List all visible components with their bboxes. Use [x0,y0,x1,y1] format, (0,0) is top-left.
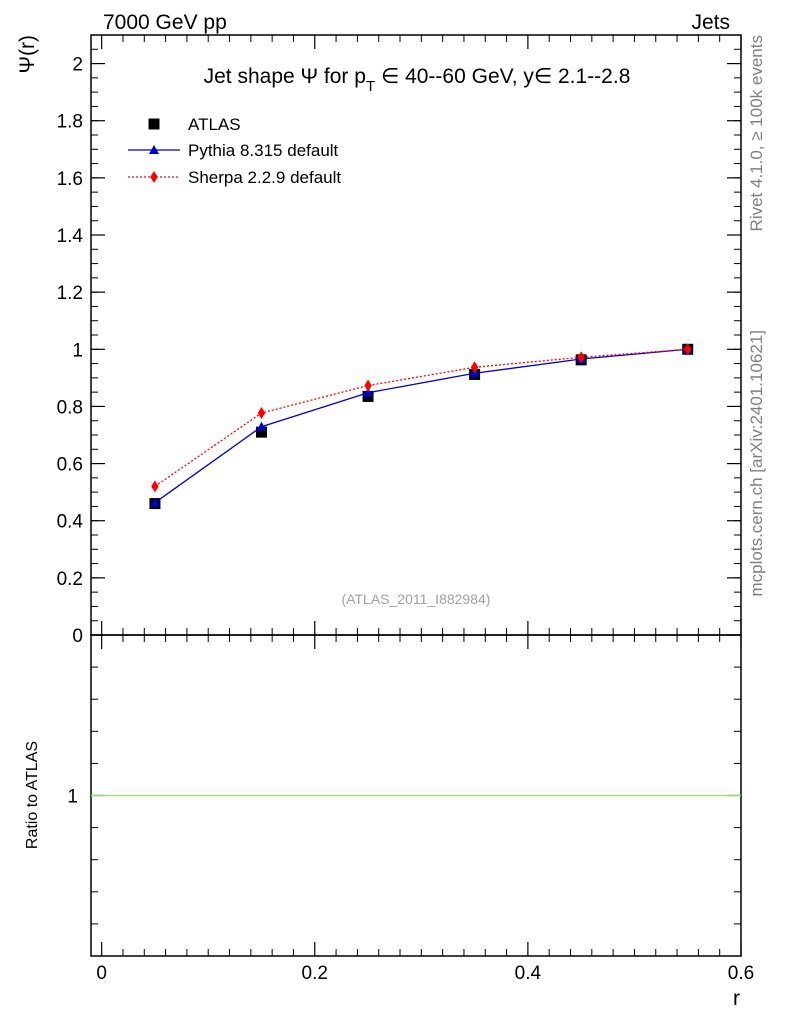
data-point-sherpa [364,379,372,392]
y-tick-label: 1 [72,340,83,361]
rivet-version-label: Rivet 4.1.0, ≥ 100k events [747,35,766,231]
x-axis-label: r [733,987,740,1010]
legend-marker-atlas [148,118,160,130]
data-point-pythia [256,421,267,431]
legend-label-atlas: ATLAS [188,115,241,134]
legend: ATLAS Pythia 8.315 default Sherpa 2.2.9 de… [128,115,341,187]
y-tick-label: 0 [72,626,83,647]
y-tick-label: 1.4 [57,226,84,247]
x-tick-label: 0.4 [515,963,542,984]
legend-label-sherpa: Sherpa 2.2.9 default [188,168,341,187]
data-point-atlas [255,426,267,438]
x-tick-label: 0.6 [728,963,754,984]
chart-title: Jet shape Ψ for pT ∈ 40--60 GeV, y∈ 2.1-… [204,65,631,95]
legend-label-pythia: Pythia 8.315 default [188,141,339,160]
series-sherpa [151,343,692,493]
y-tick-label: 1.8 [57,112,83,133]
series-line-pythia [154,348,688,504]
ratio-tick-label: 1 [67,787,78,808]
y-tick-label: 0.2 [57,569,83,590]
header-topic-label: Jets [691,11,730,34]
y-axis-label: Ψ(r) [16,35,39,74]
y-axis-ticks: 0 0.2 0.4 0.6 0.8 1 1.2 1.4 1.6 1.8 2 [57,48,741,647]
data-point-pythia [363,387,374,397]
y-tick-label: 0.8 [57,397,83,418]
mcplots-reference-label: mcplots.cern.ch [arXiv:2401.10621] [747,330,766,596]
data-series [149,343,694,510]
chart-title-suffix: ∈ 40--60 GeV, y∈ 2.1--2.8 [375,65,630,88]
legend-marker-sherpa [150,171,158,183]
series-pythia [149,344,693,507]
analysis-watermark: (ATLAS_2011_I882984) [342,591,491,607]
x-tick-label: 0.2 [302,963,328,984]
data-point-sherpa [470,361,479,374]
data-point-sherpa [151,480,159,493]
data-point-pythia [149,497,160,507]
y-tick-label: 2 [72,55,83,76]
legend-marker-pythia [149,145,159,154]
header-energy-label: 7000 GeV pp [103,11,227,34]
data-point-sherpa [257,407,266,419]
x-tick-label: 0 [96,963,107,984]
chart-title-prefix: Jet shape Ψ for p [204,65,366,88]
y-tick-label: 0.6 [57,455,83,476]
y-tick-label: 1.2 [57,283,83,304]
data-point-sherpa [683,343,692,356]
x-axis-ticks: 0 0.2 0.4 0.6 [96,35,754,984]
data-point-sherpa [577,351,585,364]
chart-title-subscript: T [366,78,375,95]
series-atlas [149,343,694,510]
y-tick-label: 0.4 [57,512,84,533]
y-tick-label: 1.6 [57,169,83,190]
ratio-y-axis-label: Ratio to ATLAS [24,741,41,849]
series-line-sherpa [154,348,688,487]
